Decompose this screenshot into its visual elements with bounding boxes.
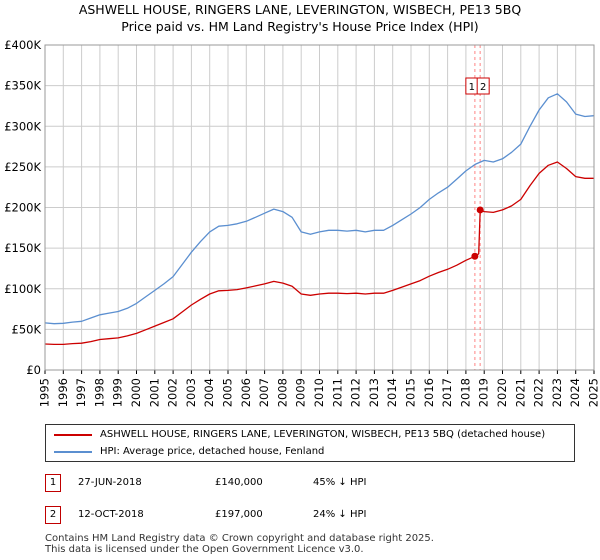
property-series-line xyxy=(44,161,594,346)
y-tick-label: £150K xyxy=(4,241,41,255)
footer-licence: This data is licensed under the Open Gov… xyxy=(45,544,364,555)
y-tick-label: £50K xyxy=(12,322,42,336)
y-tick-label: £350K xyxy=(4,79,41,93)
footer-copyright: Contains HM Land Registry data © Crown c… xyxy=(45,533,434,544)
transaction-hpi-delta: 45% ↓ HPI xyxy=(313,477,367,488)
x-tick-label: 2024 xyxy=(568,378,582,407)
axis-layer: £0 £50K £100K £150K £200K £250K £300K £350K £400… xyxy=(4,38,600,407)
transaction-row: 1 27-JUN-2018 £140,000 45% ↓ HPI xyxy=(45,474,585,492)
y-tick-label: £400K xyxy=(4,38,41,52)
plot-frame xyxy=(44,44,595,371)
transaction-point xyxy=(476,206,484,214)
transaction-label: 2 xyxy=(480,82,486,93)
x-tick-label: 1995 xyxy=(38,378,52,407)
hpi-series-line xyxy=(44,93,595,325)
x-tick-label: 2004 xyxy=(202,378,216,407)
x-tick-label: 2006 xyxy=(239,378,253,407)
x-tick-label: 2009 xyxy=(294,378,308,407)
transaction-hpi-delta: 24% ↓ HPI xyxy=(313,509,367,520)
transaction-date: 12-OCT-2018 xyxy=(78,509,144,520)
x-tick-label: 2017 xyxy=(440,378,454,407)
transaction-badge: 1 xyxy=(45,474,61,492)
x-tick-label: 2014 xyxy=(385,378,399,407)
x-tick-label: 1998 xyxy=(92,378,106,407)
y-tick-label: £0 xyxy=(26,363,41,377)
transaction-price: £140,000 xyxy=(215,477,263,488)
grid-layer xyxy=(44,44,595,371)
x-tick-label: 2005 xyxy=(221,378,235,407)
transaction-label-box xyxy=(476,77,490,95)
x-tick-label: 2003 xyxy=(184,378,198,407)
y-tick-label: £300K xyxy=(4,119,41,133)
legend-swatch-property xyxy=(54,434,92,436)
x-tick-label: 2001 xyxy=(147,378,161,407)
x-tick-label: 2021 xyxy=(513,378,527,407)
transaction-date: 27-JUN-2018 xyxy=(78,477,142,488)
x-tick-label: 2025 xyxy=(587,378,600,407)
transaction-badge: 2 xyxy=(45,506,61,524)
x-tick-label: 2018 xyxy=(458,378,472,407)
series-layer xyxy=(44,93,595,346)
x-tick-label: 2019 xyxy=(477,378,491,407)
x-tick-label: 2015 xyxy=(404,378,418,407)
transaction-point xyxy=(471,252,479,260)
y-tick-label: £200K xyxy=(4,201,41,215)
x-tick-label: 2002 xyxy=(166,378,180,407)
legend-swatch-hpi xyxy=(54,451,92,453)
legend-label-hpi: HPI: Average price, detached house, Fenl… xyxy=(100,446,325,457)
x-tick-label: 1997 xyxy=(74,378,88,407)
legend: ASHWELL HOUSE, RINGERS LANE, LEVERINGTON… xyxy=(45,424,575,462)
transaction-price: £197,000 xyxy=(215,509,263,520)
x-tick-label: 2022 xyxy=(532,378,546,407)
x-tick-label: 1999 xyxy=(111,378,125,407)
x-tick-label: 1996 xyxy=(56,378,70,407)
y-tick-label: £250K xyxy=(4,160,41,174)
x-tick-label: 2013 xyxy=(367,378,381,407)
x-tick-label: 2007 xyxy=(257,378,271,407)
x-tick-label: 2000 xyxy=(129,378,143,407)
x-tick-label: 2008 xyxy=(275,378,289,407)
x-tick-label: 2016 xyxy=(422,378,436,407)
chart-title-line-1: ASHWELL HOUSE, RINGERS LANE, LEVERINGTON… xyxy=(78,2,522,17)
x-tick-label: 2011 xyxy=(330,378,344,407)
x-tick-label: 2012 xyxy=(349,378,363,407)
x-tick-label: 2023 xyxy=(550,378,564,407)
transaction-label: 1 xyxy=(469,82,475,93)
x-tick-label: 2020 xyxy=(495,378,509,407)
transaction-row: 2 12-OCT-2018 £197,000 24% ↓ HPI xyxy=(45,506,585,524)
chart-title-line-2: Price paid vs. HM Land Registry's House … xyxy=(121,19,479,34)
x-tick-label: 2010 xyxy=(312,378,326,407)
legend-label-property: ASHWELL HOUSE, RINGERS LANE, LEVERINGTON… xyxy=(100,429,546,440)
y-tick-label: £100K xyxy=(4,282,41,296)
